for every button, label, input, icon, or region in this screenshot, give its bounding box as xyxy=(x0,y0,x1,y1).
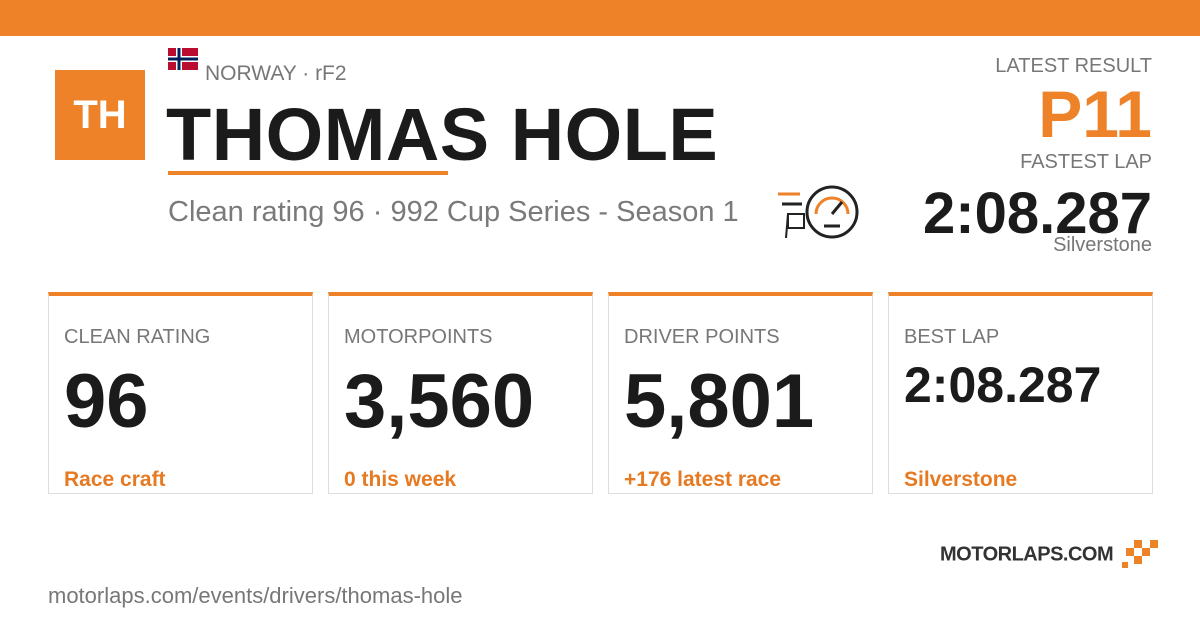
flag xyxy=(168,48,198,70)
card-note: Race craft xyxy=(64,468,166,491)
avatar: TH xyxy=(55,70,145,160)
stat-card: DRIVER POINTS 5,801 +176 latest race xyxy=(608,292,873,494)
card-label: BEST LAP xyxy=(904,326,1000,348)
card-label: MOTORPOINTS xyxy=(344,326,493,348)
top-bar xyxy=(0,0,1200,36)
card-note: +176 latest race xyxy=(624,468,782,491)
card-label: DRIVER POINTS xyxy=(624,326,780,348)
stat-card: CLEAN RATING 96 Race craft xyxy=(48,292,313,494)
url[interactable]: motorlaps.com/events/drivers/thomas-hole xyxy=(48,583,463,608)
card-value: 5,801 xyxy=(624,359,815,444)
driver-name: THOMAS HOLE xyxy=(166,93,719,176)
card-note: Silverstone xyxy=(904,468,1018,491)
result-label: LATEST RESULT xyxy=(995,55,1152,77)
logo: MOTORLAPS.COM xyxy=(940,540,1159,570)
card-value: 96 xyxy=(64,359,149,444)
stat-card: MOTORPOINTS 3,560 0 this week xyxy=(328,292,593,494)
logo-icon xyxy=(1122,540,1159,568)
underline xyxy=(168,171,448,175)
logo-text: MOTORLAPS.COM xyxy=(940,543,1114,566)
subtitle: Clean rating 96 · 992 Cup Series - Seaso… xyxy=(168,196,739,228)
card-label: CLEAN RATING xyxy=(64,326,211,348)
stat-card: BEST LAP 2:08.287 Silverstone xyxy=(888,292,1153,494)
track: Silverstone xyxy=(1053,234,1152,256)
fastest-lap: 2:08.287 xyxy=(923,181,1152,246)
card-value: 3,560 xyxy=(344,359,535,444)
card-note: 0 this week xyxy=(344,468,457,491)
card-value: 2:08.287 xyxy=(904,357,1102,413)
lap-label: FASTEST LAP xyxy=(1020,151,1152,173)
country: NORWAY · rF2 xyxy=(205,62,347,85)
speed-icon xyxy=(772,180,864,242)
result: P11 xyxy=(1038,77,1152,151)
